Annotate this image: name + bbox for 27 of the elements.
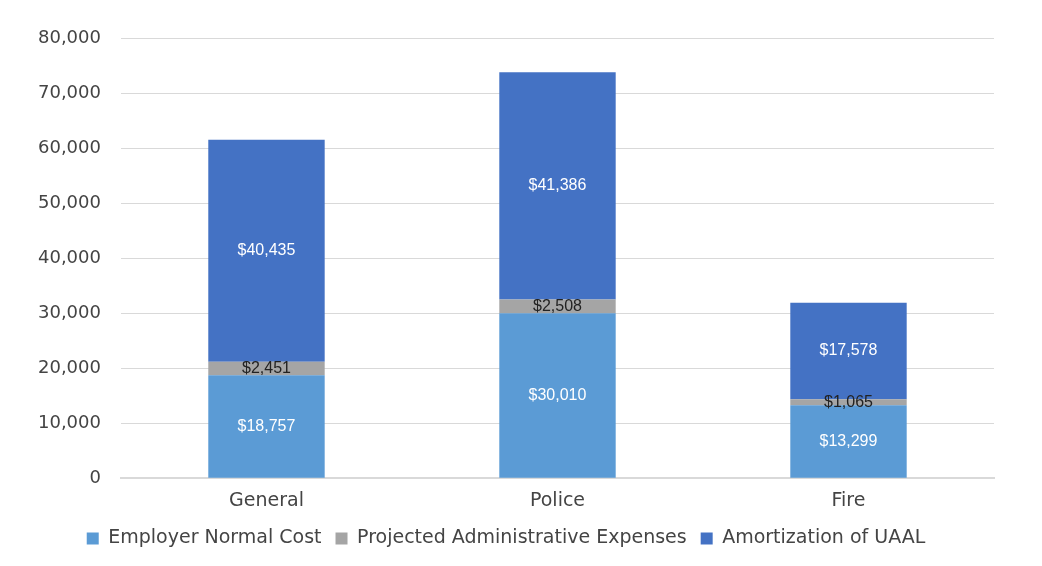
y-tick-label: 20,000 <box>38 356 101 378</box>
y-tick-label: 30,000 <box>38 301 101 323</box>
y-tick-label: 80,000 <box>38 26 101 48</box>
legend-label: Employer Normal Cost <box>108 525 322 548</box>
y-tick-label: 0 <box>89 465 101 487</box>
bar <box>499 72 616 300</box>
y-tick-label: 10,000 <box>38 410 101 432</box>
data-label: $30,010 <box>528 385 587 403</box>
x-tick-label: Police <box>529 487 586 510</box>
legend-label: Amortization of UAAL <box>722 525 926 548</box>
data-label: $2,451 <box>242 358 292 376</box>
data-label: $2,508 <box>533 296 583 314</box>
y-tick-label: 40,000 <box>38 246 101 268</box>
y-tick-label: 60,000 <box>38 136 101 158</box>
data-label: $13,299 <box>819 431 878 449</box>
data-label: $18,757 <box>237 416 296 434</box>
data-label: $40,435 <box>237 241 296 259</box>
legend-label: Projected Administrative Expenses <box>357 525 687 548</box>
y-tick-label: 70,000 <box>38 81 101 103</box>
data-label: $17,578 <box>819 341 878 359</box>
bar <box>208 375 325 478</box>
bar <box>499 313 616 478</box>
x-tick-label: General <box>229 487 304 510</box>
bar <box>208 139 325 362</box>
data-label: $41,386 <box>528 176 587 194</box>
y-tick-label: 50,000 <box>38 191 101 213</box>
x-tick-label: Fire <box>831 487 866 510</box>
